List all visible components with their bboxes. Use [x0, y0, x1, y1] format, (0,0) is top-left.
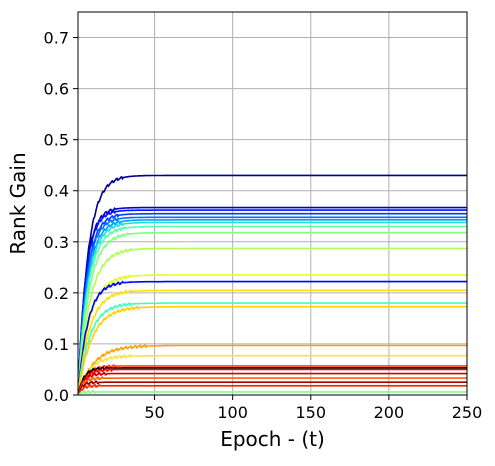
- series-line: [78, 209, 467, 395]
- series-line: [78, 375, 467, 395]
- series-line: [78, 354, 467, 395]
- x-tick-label: 50: [144, 403, 164, 422]
- series-line: [78, 302, 467, 395]
- y-tick-label: 0.5: [44, 131, 69, 150]
- y-axis-label: Rank Gain: [6, 152, 30, 254]
- plot-frame: [77, 11, 468, 396]
- series-line: [78, 380, 467, 395]
- y-tick-label: 0.6: [44, 80, 69, 99]
- grid: [78, 12, 468, 396]
- series-line: [78, 367, 467, 395]
- series-line: [78, 231, 467, 395]
- series-line: [78, 390, 467, 395]
- x-tick-label: 150: [296, 403, 327, 422]
- series-line: [78, 225, 467, 395]
- y-tick-label: 0.1: [44, 335, 69, 354]
- series-line: [78, 383, 467, 395]
- series-lines: [78, 174, 467, 395]
- x-axis-label: Epoch - (t): [220, 427, 325, 451]
- x-tick-label: 100: [217, 403, 248, 422]
- y-tick-label: 0.2: [44, 284, 69, 303]
- series-line: [78, 365, 467, 395]
- x-tick-label: 250: [452, 403, 483, 422]
- series-line: [78, 221, 467, 395]
- y-tick-label: 0.0: [44, 386, 69, 405]
- series-line: [78, 206, 467, 395]
- series-line: [78, 305, 467, 395]
- series-line: [78, 280, 467, 395]
- x-axis-ticks: 50 100 150 200 250: [144, 395, 482, 422]
- series-line: [78, 371, 467, 395]
- series-line: [78, 212, 467, 395]
- y-tick-label: 0.7: [44, 29, 69, 48]
- y-tick-label: 0.3: [44, 233, 69, 252]
- series-line: [78, 174, 467, 395]
- series-line: [78, 216, 467, 395]
- series-line: [78, 289, 467, 395]
- series-line: [78, 247, 467, 395]
- x-tick-label: 200: [374, 403, 405, 422]
- series-line: [78, 219, 467, 395]
- y-axis-ticks: 0.0 0.1 0.2 0.3 0.4 0.5 0.6 0.7: [44, 29, 78, 405]
- series-line: [78, 344, 467, 395]
- y-tick-label: 0.4: [44, 182, 69, 201]
